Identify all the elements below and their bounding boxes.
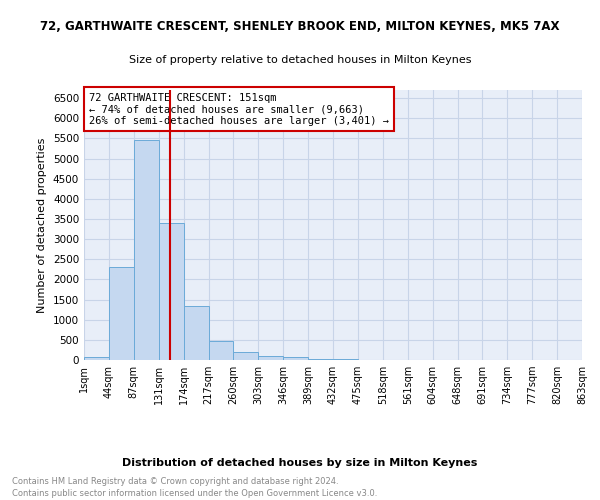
Text: Contains HM Land Registry data © Crown copyright and database right 2024.: Contains HM Land Registry data © Crown c… bbox=[12, 478, 338, 486]
Bar bbox=[158, 223, 184, 360]
Text: Size of property relative to detached houses in Milton Keynes: Size of property relative to detached ho… bbox=[129, 55, 471, 65]
Text: Contains public sector information licensed under the Open Government Licence v3: Contains public sector information licen… bbox=[12, 489, 377, 498]
Text: Distribution of detached houses by size in Milton Keynes: Distribution of detached houses by size … bbox=[122, 458, 478, 468]
Y-axis label: Number of detached properties: Number of detached properties bbox=[37, 138, 47, 312]
Bar bbox=[259, 356, 283, 360]
Bar bbox=[283, 358, 308, 360]
Bar bbox=[184, 306, 209, 360]
Bar bbox=[134, 140, 159, 360]
Bar bbox=[209, 340, 233, 360]
Bar bbox=[308, 359, 333, 360]
Text: 72, GARTHWAITE CRESCENT, SHENLEY BROOK END, MILTON KEYNES, MK5 7AX: 72, GARTHWAITE CRESCENT, SHENLEY BROOK E… bbox=[40, 20, 560, 33]
Text: 72 GARTHWAITE CRESCENT: 151sqm
← 74% of detached houses are smaller (9,663)
26% : 72 GARTHWAITE CRESCENT: 151sqm ← 74% of … bbox=[89, 92, 389, 126]
Bar bbox=[109, 268, 134, 360]
Bar bbox=[233, 352, 258, 360]
Bar bbox=[84, 357, 109, 360]
